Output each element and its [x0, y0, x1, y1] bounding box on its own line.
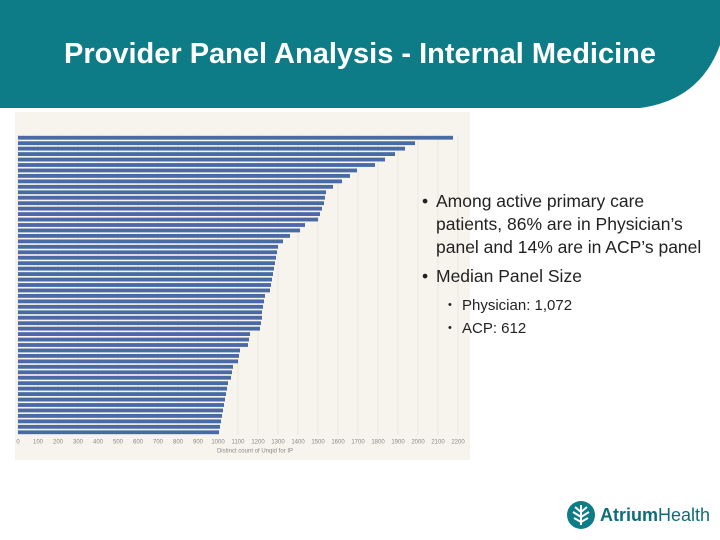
- x-tick-label: 0: [16, 440, 20, 446]
- bar: [18, 283, 271, 287]
- bar: [18, 190, 326, 195]
- bar: [18, 272, 273, 276]
- x-tick-label: 700: [153, 440, 164, 446]
- bar: [18, 217, 318, 222]
- bar: [18, 326, 260, 331]
- sub-bullet: Physician: 1,072: [420, 294, 705, 317]
- bar: [18, 304, 263, 309]
- chart: 0 100 200 300 400 500 600 700 800 900 1000 1100 1200…: [15, 112, 470, 460]
- bar: [18, 370, 232, 375]
- bar: [18, 337, 249, 342]
- bar: [18, 414, 222, 418]
- logo-suffix: Health: [658, 504, 711, 525]
- x-tick-label: 1500: [311, 440, 325, 446]
- bar: [18, 152, 395, 156]
- x-tick-label: 500: [113, 440, 124, 446]
- x-tick-label: 2100: [431, 440, 445, 446]
- bar: [18, 157, 385, 162]
- bar: [18, 343, 248, 347]
- bar: [18, 228, 300, 233]
- bar: [18, 244, 278, 249]
- bar: [18, 392, 226, 396]
- bar: [18, 419, 221, 424]
- x-tick-label: 200: [53, 440, 64, 446]
- bullet: Among active primary care patients, 86% …: [420, 190, 705, 259]
- bar: [18, 201, 324, 206]
- x-tick-label: 1000: [211, 440, 225, 446]
- bar: [18, 206, 322, 211]
- sub-bullet: ACP: 612: [420, 317, 705, 340]
- bar: [18, 146, 405, 151]
- bar: [18, 223, 305, 227]
- bar: [18, 359, 238, 364]
- bar: [18, 163, 375, 167]
- bar: [18, 381, 228, 386]
- bar: [18, 299, 264, 304]
- bar: [18, 212, 320, 216]
- x-tick-label: 1600: [331, 440, 345, 446]
- x-tick-label: 1400: [291, 440, 305, 446]
- bar: [18, 403, 224, 407]
- bar: [18, 239, 283, 244]
- bar: [18, 168, 357, 173]
- logo: Atrium Health: [566, 500, 710, 530]
- bar: [18, 386, 227, 391]
- x-tick-label: 100: [33, 440, 44, 446]
- bar: [18, 332, 250, 336]
- bar: [18, 174, 350, 178]
- x-tick-label: 1100: [232, 440, 246, 446]
- x-tick-label: 1700: [351, 440, 365, 446]
- x-tick-label: 300: [73, 440, 84, 446]
- bar: [18, 135, 453, 140]
- bar: [18, 261, 275, 266]
- bar: [18, 266, 274, 271]
- bar: [18, 310, 262, 315]
- x-tick-label: 800: [173, 440, 184, 446]
- bar: [18, 288, 270, 293]
- x-axis-label: Distinct count of Unqid for IP: [217, 449, 293, 455]
- bar: [18, 354, 239, 358]
- x-tick-label: 1800: [371, 440, 385, 446]
- bar: [18, 321, 261, 326]
- title-bar: [0, 0, 720, 108]
- bar: [18, 315, 262, 320]
- bar: [18, 364, 233, 369]
- x-tick-label: 900: [193, 440, 204, 446]
- logo-icon: [567, 501, 595, 529]
- bar: [18, 179, 342, 184]
- bar: [18, 348, 240, 353]
- bar: [18, 141, 415, 146]
- x-tick-label: 1300: [271, 440, 285, 446]
- bar: [18, 184, 333, 189]
- bar: [18, 255, 276, 260]
- bar: [18, 250, 277, 255]
- x-tick-label: 400: [93, 440, 104, 446]
- bar: [18, 430, 219, 435]
- bar: [18, 294, 265, 298]
- x-tick-label: 2000: [411, 440, 425, 446]
- bar: [18, 424, 220, 429]
- slide-title: Provider Panel Analysis - Internal Medic…: [63, 38, 656, 70]
- x-tick-label: 2200: [451, 440, 465, 446]
- x-tick-label: 1200: [251, 440, 265, 446]
- bar: [18, 375, 231, 380]
- bullet-list: Among active primary care patients, 86% …: [420, 190, 705, 340]
- x-tick-label: 600: [133, 440, 144, 446]
- bar: [18, 397, 225, 402]
- bullet: Median Panel Size: [420, 265, 705, 288]
- bar: [18, 408, 223, 413]
- bar: [18, 277, 272, 282]
- bar: [18, 234, 290, 238]
- bar: [18, 195, 325, 200]
- x-tick-label: 1900: [391, 440, 405, 446]
- logo-name: Atrium: [600, 504, 658, 525]
